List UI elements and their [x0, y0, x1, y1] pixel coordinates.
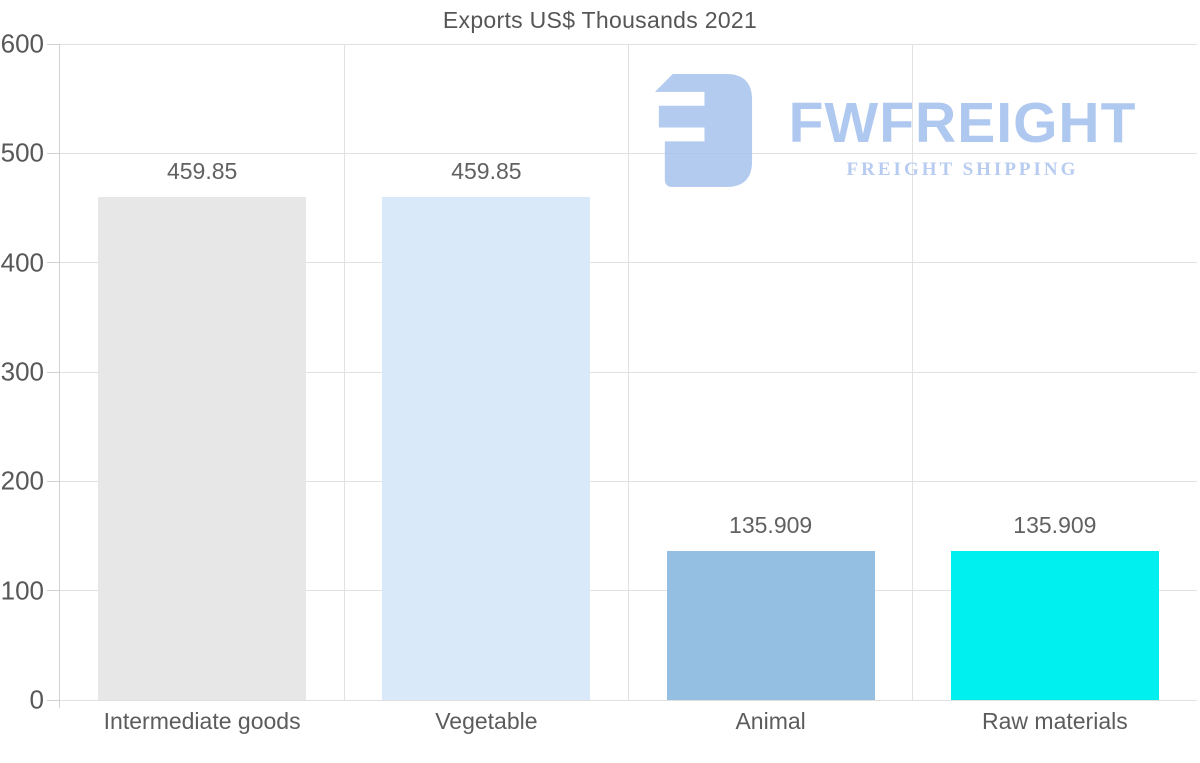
brand-wordmark: FWFREIGHT — [788, 91, 1137, 155]
bar — [382, 197, 591, 700]
x-category-label: Raw materials — [982, 708, 1128, 734]
bar — [666, 551, 875, 700]
y-tick-label: 600 — [0, 28, 44, 59]
y-tick-mark — [47, 371, 60, 373]
bar-value-label: 135.909 — [1013, 512, 1097, 539]
y-tick-label: 400 — [0, 247, 44, 278]
bar — [98, 197, 307, 700]
x-axis: Intermediate goods Vegetable Animal Raw mat… — [60, 700, 1197, 756]
plot-area: 459.85 459.85 135.909 135.909 — [47, 43, 1197, 708]
bar-value-label: 459.85 — [166, 158, 238, 185]
h-gridline — [60, 699, 1197, 701]
y-tick-label: 200 — [0, 465, 44, 496]
bar-value-label: 135.909 — [729, 512, 813, 539]
y-tick-label: 100 — [0, 575, 44, 606]
bar-value-label: 459.85 — [451, 158, 522, 185]
y-tick-mark — [47, 152, 60, 154]
y-tick-mark — [47, 590, 60, 592]
v-gridline — [628, 44, 629, 700]
logo-mark-path — [654, 73, 753, 187]
y-tick-mark — [47, 699, 60, 701]
logo-text: FWFREIGHT FREIGHT SHIPPING — [774, 70, 1151, 181]
brand-tagline: FREIGHT SHIPPING — [846, 159, 1079, 180]
y-axis-line — [59, 44, 60, 708]
y-axis: 0 100 200 300 400 500 600 — [0, 29, 60, 715]
chart-title: Exports US$ Thousands 2021 — [442, 7, 758, 33]
logo-mark-icon — [654, 73, 753, 187]
x-category-label: Vegetable — [435, 708, 538, 734]
bar — [950, 551, 1159, 700]
y-tick-label: 500 — [0, 137, 44, 168]
y-tick-mark — [47, 262, 60, 264]
watermark-logo: FWFREIGHT FREIGHT SHIPPING — [646, 70, 1151, 188]
y-tick-label: 0 — [29, 684, 44, 715]
x-category-label: Intermediate goods — [103, 708, 301, 734]
y-tick-mark — [47, 43, 60, 45]
x-category-label: Animal — [735, 708, 806, 734]
v-gridline — [343, 44, 345, 700]
y-tick-label: 300 — [0, 356, 44, 387]
y-tick-mark — [47, 480, 60, 482]
v-gridline — [912, 44, 914, 700]
